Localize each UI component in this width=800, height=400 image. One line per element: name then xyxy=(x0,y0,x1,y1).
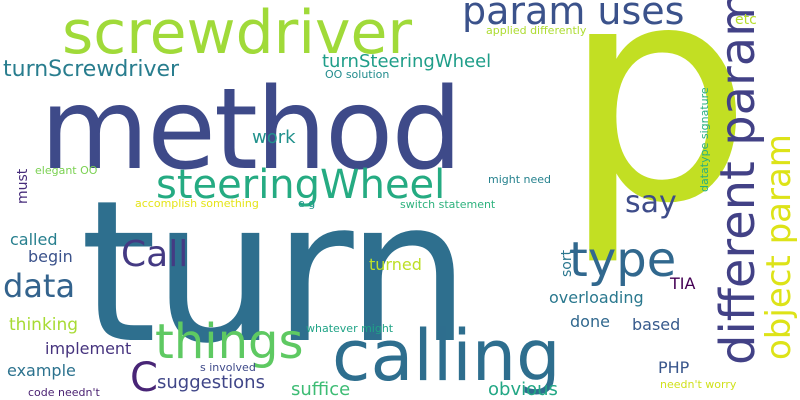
word-applied-differently: applied differently xyxy=(486,24,587,37)
word-turned: turned xyxy=(369,255,422,274)
word-obvious: obvious xyxy=(488,379,558,400)
word-turn: turn xyxy=(80,159,466,387)
word-screwdriver: screwdriver xyxy=(62,0,412,68)
word-e-g: e g xyxy=(298,197,315,210)
word-whatever-might: whatever might xyxy=(306,322,394,335)
word-type: type xyxy=(569,232,676,288)
word-p: p xyxy=(562,0,752,269)
word-calling: calling xyxy=(332,315,561,397)
word-object-param: object param xyxy=(759,134,799,360)
word-call: Call xyxy=(121,234,188,275)
word-thinking: thinking xyxy=(9,315,78,335)
word-say: say xyxy=(625,185,677,220)
word-suffice: suffice xyxy=(291,379,350,400)
word-method: method xyxy=(40,65,461,195)
word-s-involved: s involved xyxy=(200,361,256,374)
word-implement: implement xyxy=(45,339,131,358)
word-suggestions: suggestions xyxy=(157,372,265,393)
word-based: based xyxy=(632,315,680,334)
word-called: called xyxy=(10,230,58,249)
word-param-uses: param uses xyxy=(462,0,684,33)
word-neednt-worry: needn't worry xyxy=(660,378,737,391)
word-code-neednt: code needn't xyxy=(28,386,101,399)
word-accomplish-something: accomplish something xyxy=(135,197,259,210)
word-sort: sort xyxy=(559,249,575,277)
word-php: PHP xyxy=(658,358,690,377)
word-switch-statement: switch statement xyxy=(400,198,496,211)
word-steeringwheel: steeringWheel xyxy=(156,162,445,208)
word-begin: begin xyxy=(28,247,73,266)
word-tia: TIA xyxy=(669,274,695,293)
word-things: things xyxy=(155,314,303,370)
word-datatype-signature: datatype signature xyxy=(698,87,711,192)
word-different-param: different param xyxy=(710,0,766,365)
word-etc: etc xyxy=(735,12,757,28)
word-work: work xyxy=(252,127,296,148)
word-might-need: might need xyxy=(488,173,551,186)
word-turnscrewdriver: turnScrewdriver xyxy=(3,57,180,82)
word-data: data xyxy=(3,267,75,305)
word-must: must xyxy=(15,168,31,204)
word-oo-solution: OO solution xyxy=(325,68,389,81)
word-turnsteeringwheel: turnSteeringWheel xyxy=(322,51,491,72)
word-done: done xyxy=(570,312,610,331)
word-overloading: overloading xyxy=(549,288,644,307)
word-elegant-oo: elegant OO xyxy=(35,164,98,177)
word-c: C xyxy=(130,355,158,400)
word-example: example xyxy=(7,361,76,380)
